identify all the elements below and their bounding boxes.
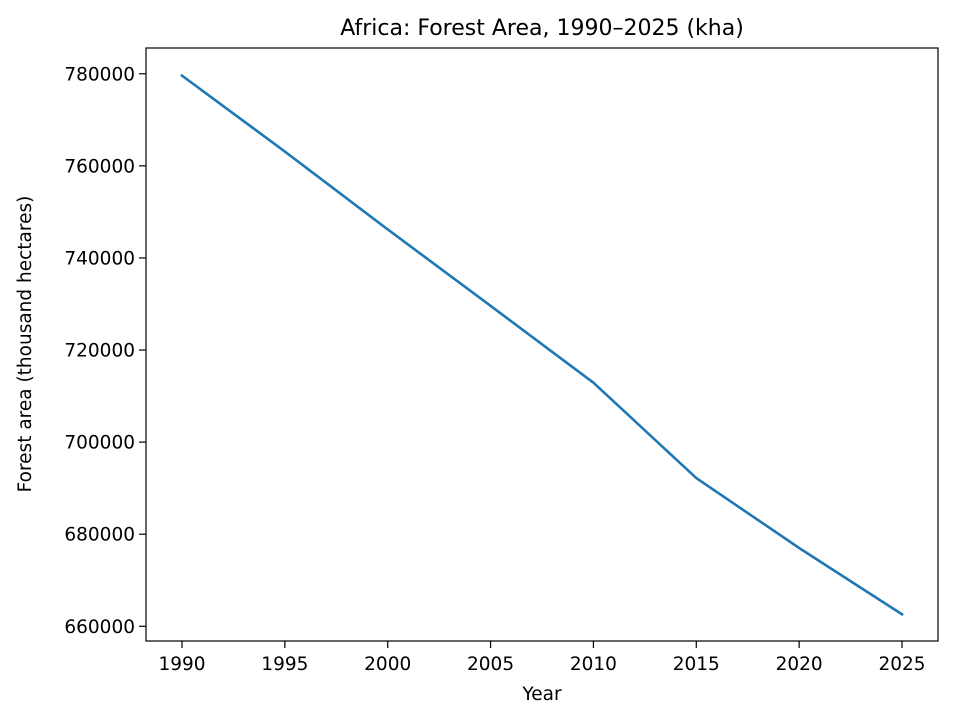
- chart-title: Africa: Forest Area, 1990–2025 (kha): [340, 16, 744, 41]
- data-point: [695, 477, 697, 479]
- y-tick-label: 760000: [64, 156, 135, 177]
- x-tick-label: 2015: [673, 654, 720, 675]
- y-tick-label: 680000: [64, 525, 135, 546]
- y-axis-label: Forest area (thousand hectares): [15, 196, 36, 493]
- data-point: [490, 305, 492, 307]
- y-tick-label: 780000: [64, 64, 135, 85]
- x-axis-ticks: 1990 1995 2000 2005 2010 2015 2020 2025: [158, 641, 926, 675]
- y-tick-label: 700000: [64, 433, 135, 454]
- data-point: [592, 382, 594, 384]
- plot-frame: [145, 47, 939, 642]
- data-point: [387, 228, 389, 230]
- plot-lines: [180, 73, 904, 617]
- x-tick-label: 1995: [261, 654, 308, 675]
- x-tick-label: 2025: [878, 654, 925, 675]
- series-line: [180, 73, 904, 617]
- y-tick-label: 740000: [64, 248, 135, 269]
- data-point: [901, 613, 903, 615]
- y-tick-label: 720000: [64, 341, 135, 362]
- x-tick-label: 2005: [467, 654, 514, 675]
- y-axis-ticks: 660000 680000 700000 720000 740000 760000 7800…: [64, 64, 146, 638]
- x-tick-label: 1990: [158, 654, 205, 675]
- data-point: [284, 151, 286, 153]
- x-axis-label: Year: [521, 684, 562, 705]
- data-point: [181, 75, 183, 77]
- x-tick-label: 2020: [776, 654, 823, 675]
- x-tick-label: 2010: [570, 654, 617, 675]
- data-point: [798, 547, 800, 549]
- y-tick-label: 660000: [64, 617, 135, 638]
- x-tick-label: 2000: [364, 654, 411, 675]
